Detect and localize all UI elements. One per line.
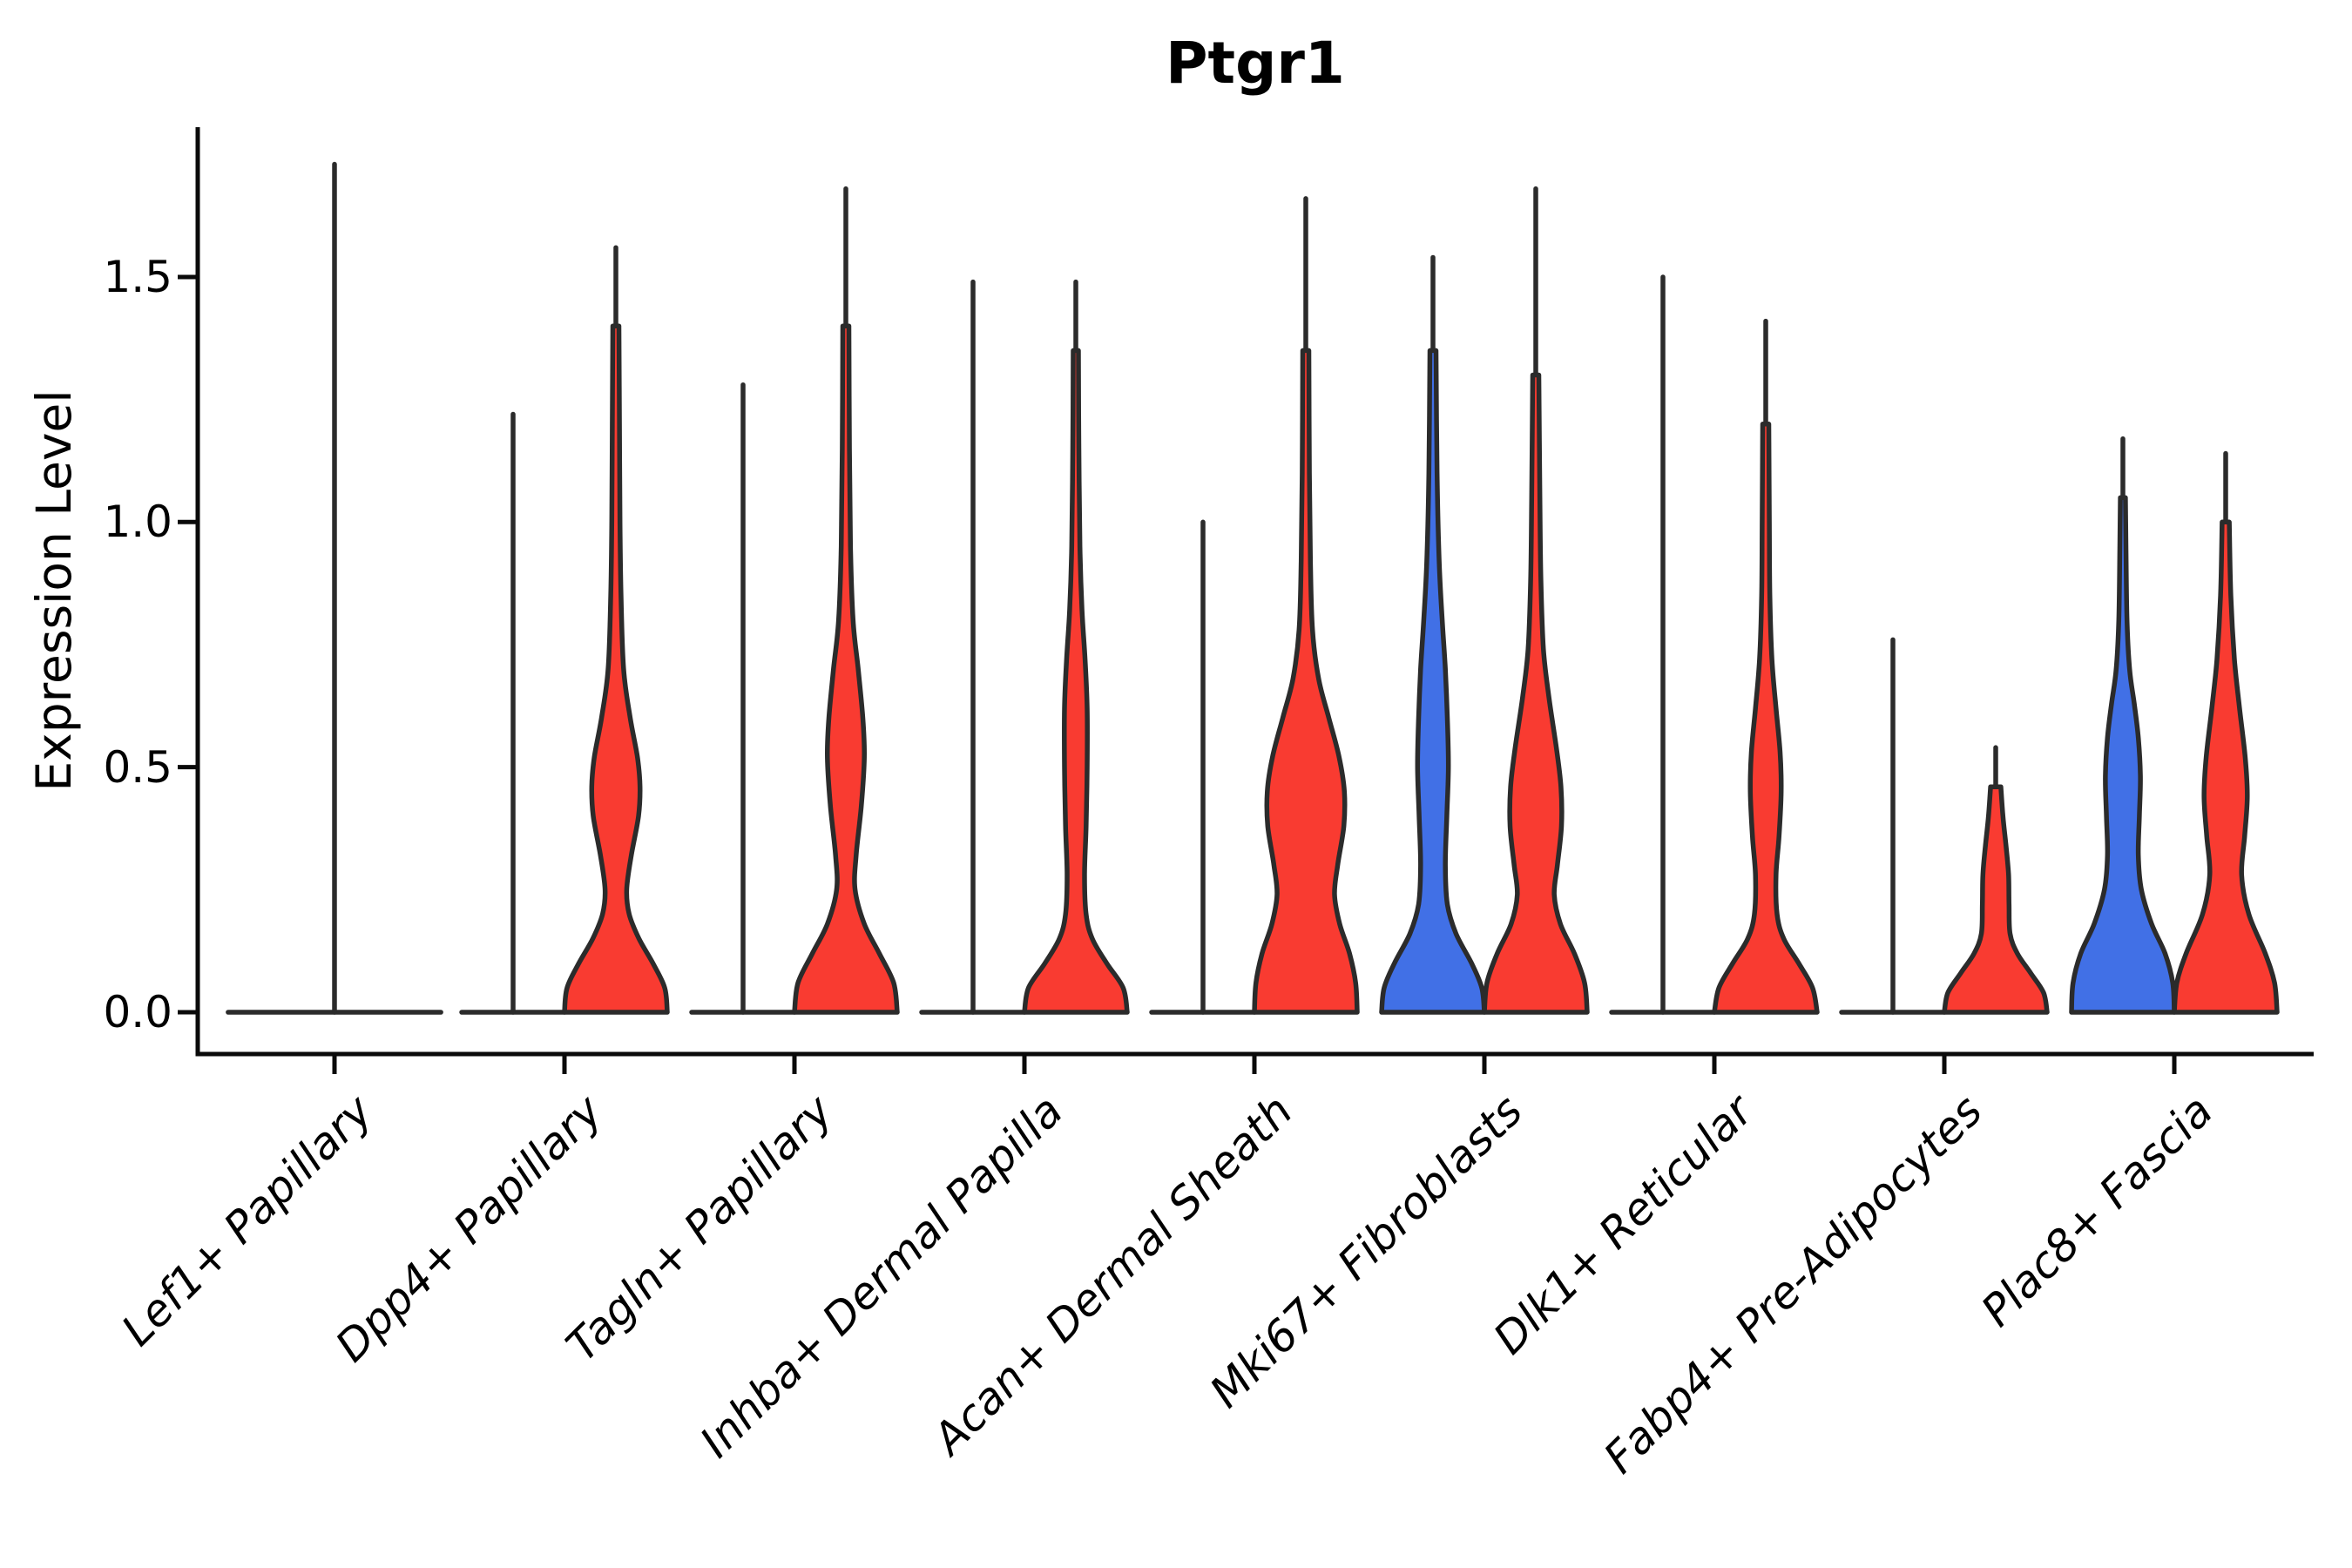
violin-body-inhba-dermal-papilla-right [1022,348,1130,1015]
violin-body-dpp4-papillary-right [562,323,670,1015]
violin-body-mki67-fibroblasts-left [1379,348,1487,1015]
violin-body-fabp4-pre-adipocytes-right [1942,784,2050,1015]
y-tick-label: 0.0 [103,987,172,1037]
y-tick-label: 1.5 [103,251,172,302]
violin-body-plac8-fascia-right [2172,519,2280,1015]
y-tick-label: 0.5 [103,741,172,793]
y-tick-label: 1.0 [103,497,172,548]
violin-body-dlk1-reticular-right [1712,422,1820,1015]
violin-body-mki67-fibroblasts-right [1482,372,1590,1015]
violin-body-plac8-fascia-left [2069,495,2177,1015]
violin-body-acan-dermal-sheath-right [1252,348,1360,1015]
chart-title: Ptgr1 [1166,30,1345,97]
y-axis-title: Expression Level [26,389,82,792]
violin-body-tagln-papillary-right [792,323,900,1015]
